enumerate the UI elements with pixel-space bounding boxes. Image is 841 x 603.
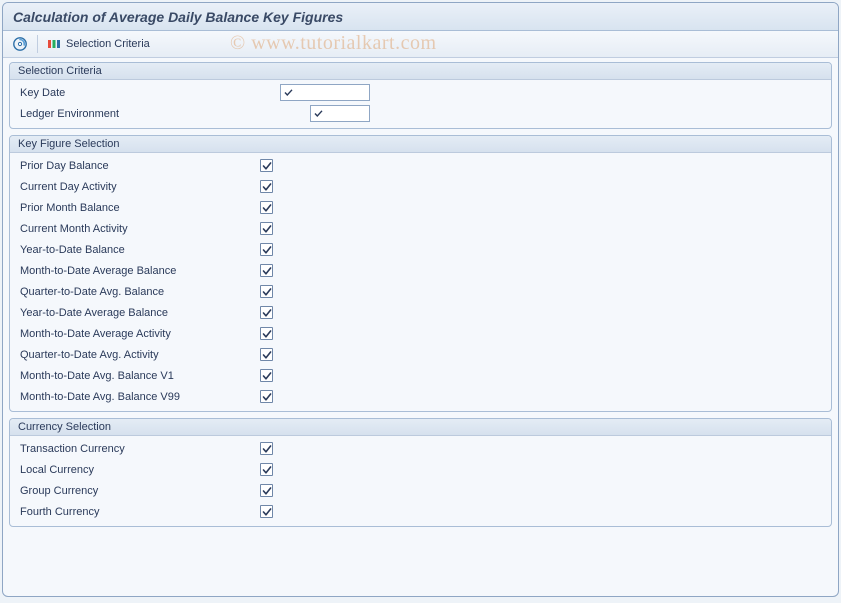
- group-body-key-figure: Prior Day Balance Current Day Activity Pri…: [10, 153, 831, 411]
- key-figure-row: Current Day Activity: [10, 176, 831, 197]
- page-title: Calculation of Average Daily Balance Key…: [13, 9, 343, 25]
- key-figure-label: Current Day Activity: [20, 181, 240, 193]
- key-figure-checkbox[interactable]: [260, 180, 273, 193]
- field-row-key-date: Key Date: [10, 82, 831, 103]
- key-figure-label: Quarter-to-Date Avg. Balance: [20, 286, 240, 298]
- key-figure-checkbox[interactable]: [260, 369, 273, 382]
- key-figure-label: Prior Day Balance: [20, 160, 240, 172]
- required-icon: [283, 87, 294, 98]
- key-figure-checkbox[interactable]: [260, 390, 273, 403]
- key-figure-row: Current Month Activity: [10, 218, 831, 239]
- currency-row: Local Currency: [10, 459, 831, 480]
- group-header-currency: Currency Selection: [10, 419, 831, 436]
- execute-icon: [12, 36, 28, 52]
- key-figure-label: Quarter-to-Date Avg. Activity: [20, 349, 240, 361]
- currency-checkbox[interactable]: [260, 505, 273, 518]
- key-figure-checkbox[interactable]: [260, 222, 273, 235]
- key-figure-row: Month-to-Date Avg. Balance V1: [10, 365, 831, 386]
- required-icon: [313, 108, 324, 119]
- key-figure-row: Year-to-Date Balance: [10, 239, 831, 260]
- key-figure-row: Quarter-to-Date Avg. Activity: [10, 344, 831, 365]
- currency-checkbox[interactable]: [260, 463, 273, 476]
- execute-button[interactable]: [9, 34, 31, 54]
- currency-row: Group Currency: [10, 480, 831, 501]
- currency-label: Local Currency: [20, 464, 240, 476]
- currency-checkbox[interactable]: [260, 484, 273, 497]
- key-figure-checkbox[interactable]: [260, 306, 273, 319]
- currency-label: Group Currency: [20, 485, 240, 497]
- key-figure-label: Month-to-Date Avg. Balance V99: [20, 391, 240, 403]
- toolbar-separator: [37, 35, 38, 53]
- key-figure-checkbox[interactable]: [260, 243, 273, 256]
- key-figure-checkbox[interactable]: [260, 285, 273, 298]
- group-selection-criteria: Selection Criteria Key Date Ledger Envir…: [9, 62, 832, 129]
- group-header-key-figure: Key Figure Selection: [10, 136, 831, 153]
- key-figure-row: Prior Day Balance: [10, 155, 831, 176]
- group-body-selection-criteria: Key Date Ledger Environment: [10, 80, 831, 128]
- currency-row: Fourth Currency: [10, 501, 831, 522]
- application-toolbar: Selection Criteria: [3, 31, 838, 58]
- key-figure-label: Year-to-Date Balance: [20, 244, 240, 256]
- group-currency-selection: Currency Selection Transaction Currency L…: [9, 418, 832, 527]
- key-figure-label: Prior Month Balance: [20, 202, 240, 214]
- label-ledger-env: Ledger Environment: [20, 108, 240, 120]
- key-figure-row: Year-to-Date Average Balance: [10, 302, 831, 323]
- key-figure-checkbox[interactable]: [260, 264, 273, 277]
- key-figure-label: Month-to-Date Average Balance: [20, 265, 240, 277]
- selection-criteria-label[interactable]: Selection Criteria: [66, 38, 150, 50]
- field-row-ledger-env: Ledger Environment: [10, 103, 831, 124]
- key-figure-row: Month-to-Date Average Activity: [10, 323, 831, 344]
- group-body-currency: Transaction Currency Local Currency Group …: [10, 436, 831, 526]
- key-figure-label: Month-to-Date Average Activity: [20, 328, 240, 340]
- currency-row: Transaction Currency: [10, 438, 831, 459]
- group-header-selection-criteria: Selection Criteria: [10, 63, 831, 80]
- selection-criteria-icon: [47, 37, 61, 51]
- currency-checkbox[interactable]: [260, 442, 273, 455]
- title-bar: Calculation of Average Daily Balance Key…: [3, 3, 838, 31]
- key-figure-label: Year-to-Date Average Balance: [20, 307, 240, 319]
- currency-label: Fourth Currency: [20, 506, 240, 518]
- label-key-date: Key Date: [20, 87, 240, 99]
- key-figure-checkbox[interactable]: [260, 327, 273, 340]
- selection-criteria-button[interactable]: Selection Criteria: [44, 34, 155, 54]
- key-figure-checkbox[interactable]: [260, 201, 273, 214]
- key-figure-label: Current Month Activity: [20, 223, 240, 235]
- key-figure-row: Month-to-Date Average Balance: [10, 260, 831, 281]
- key-figure-checkbox[interactable]: [260, 348, 273, 361]
- input-key-date[interactable]: [280, 84, 370, 101]
- key-figure-row: Quarter-to-Date Avg. Balance: [10, 281, 831, 302]
- key-figure-row: Month-to-Date Avg. Balance V99: [10, 386, 831, 407]
- group-key-figure-selection: Key Figure Selection Prior Day Balance Cu…: [9, 135, 832, 412]
- content-area: Selection Criteria Key Date Ledger Envir…: [3, 58, 838, 537]
- key-figure-checkbox[interactable]: [260, 159, 273, 172]
- window-frame: Calculation of Average Daily Balance Key…: [2, 2, 839, 597]
- currency-label: Transaction Currency: [20, 443, 240, 455]
- input-ledger-environment[interactable]: [310, 105, 370, 122]
- key-figure-label: Month-to-Date Avg. Balance V1: [20, 370, 240, 382]
- key-figure-row: Prior Month Balance: [10, 197, 831, 218]
